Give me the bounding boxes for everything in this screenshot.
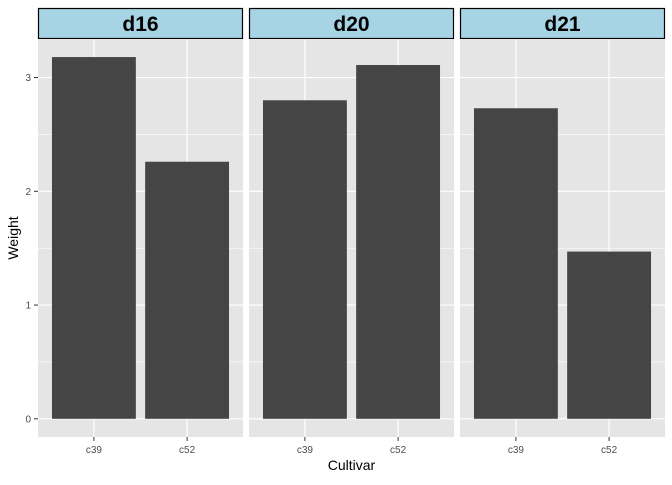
facet-strip — [459, 7, 666, 40]
facet-strip — [37, 7, 244, 40]
facet-panel-d21: c39 c52 d21 — [459, 7, 666, 456]
bar-d16-c52 — [145, 161, 230, 419]
y-axis: 0 1 2 3 — [25, 73, 38, 425]
bar-d21-c39 — [473, 108, 558, 419]
facet-panel-d16: c39 c52 d16 — [37, 7, 244, 456]
y-tick-label: 1 — [25, 301, 31, 312]
x-axis-label: Cultivar — [328, 457, 376, 473]
facet-panel-d20: c39 c52 d20 — [248, 7, 455, 456]
x-tick-label: c39 — [297, 445, 314, 456]
x-tick-label: c39 — [86, 445, 103, 456]
x-tick-label: c52 — [390, 445, 407, 456]
panels-layer: c39 c52 d16 c39 c52 d20 c39 c52 d21 — [37, 7, 666, 456]
x-tick-label: c52 — [179, 445, 196, 456]
facet-strip-label: d20 — [333, 13, 369, 36]
y-axis-label: Weight — [5, 216, 21, 259]
x-tick-label: c52 — [601, 445, 618, 456]
y-tick-label: 0 — [25, 414, 31, 425]
facet-strip-label: d21 — [544, 13, 581, 36]
facet-strip-label: d16 — [122, 13, 158, 36]
bar-d21-c52 — [567, 251, 652, 419]
y-tick-label: 3 — [25, 73, 31, 84]
bar-d20-c39 — [262, 100, 347, 419]
bar-d16-c39 — [51, 57, 136, 419]
x-tick-label: c39 — [508, 445, 525, 456]
facet-strip — [248, 7, 455, 40]
bar-d20-c52 — [356, 65, 441, 419]
y-tick-label: 2 — [25, 187, 31, 198]
